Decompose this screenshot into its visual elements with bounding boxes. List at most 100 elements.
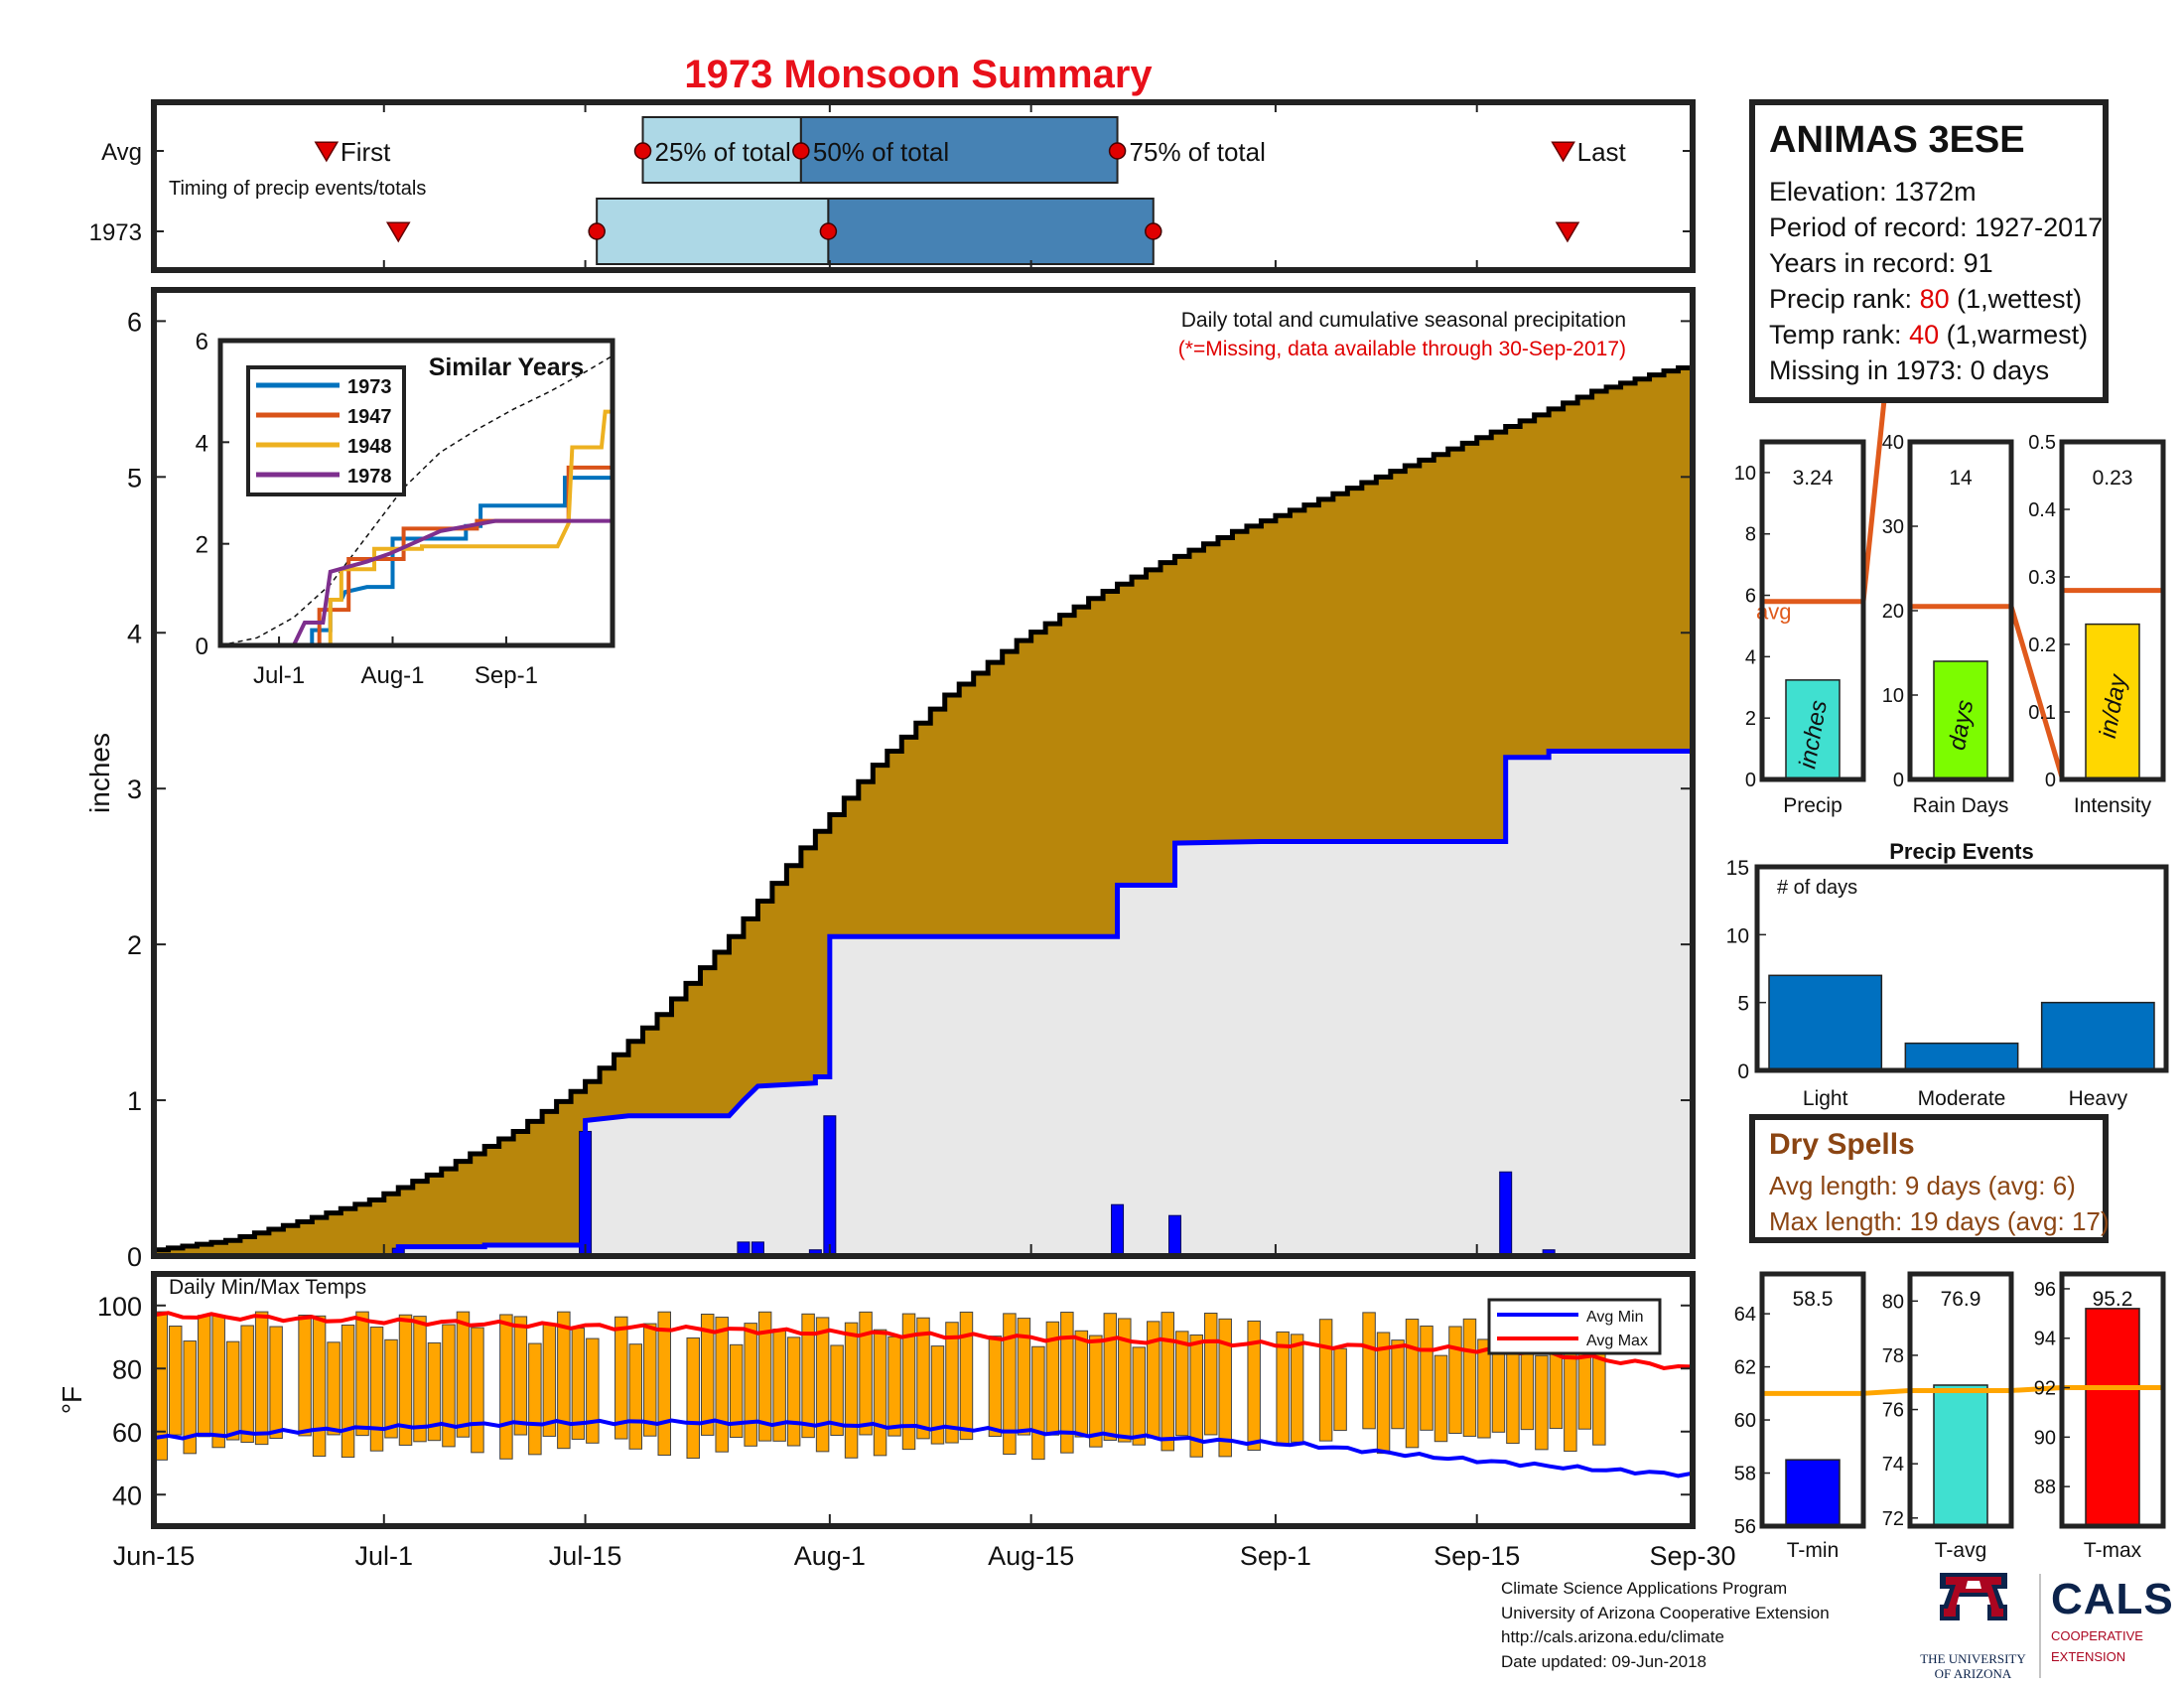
cals-sub-2: EXTENSION <box>2051 1649 2126 1664</box>
avg-75-marker <box>1108 142 1127 160</box>
temp-summary-label: T-avg <box>1935 1539 1987 1562</box>
summary-y-tick-label: 0 <box>1893 770 1904 791</box>
chart-caption: Daily total and cumulative seasonal prec… <box>1181 309 1626 332</box>
precip-events-chart: Light Moderate Heavy 0 5 10 15 Precip Events # o… <box>1726 839 2169 1110</box>
daily-temp-bar <box>384 1338 398 1439</box>
daily-temp-bar <box>211 1315 225 1449</box>
inset-title: Similar Years <box>429 353 585 381</box>
daily-temp-bar <box>945 1322 959 1444</box>
temp-summary-value: 58.5 <box>1793 1288 1834 1311</box>
daily-temp-bar <box>1060 1312 1074 1454</box>
temp-y-tick-label: 100 <box>97 1292 142 1322</box>
legend-entry-label: 1947 <box>347 406 392 428</box>
daily-temp-bar <box>298 1314 312 1437</box>
temp-summary-y-tick-label: 56 <box>1734 1516 1756 1538</box>
event-category-label: Heavy <box>2069 1087 2128 1110</box>
temp-summary-value: 76.9 <box>1941 1288 1981 1311</box>
x-tick-label: Sep-30 <box>1649 1541 1735 1571</box>
inset-x-tick-label: Aug-1 <box>360 662 424 689</box>
marker-label: 75% of total <box>1130 137 1266 167</box>
temp-summary-y-tick-label: 64 <box>1734 1304 1756 1326</box>
daily-temp-bar <box>744 1323 757 1447</box>
daily-temp-bar <box>901 1313 916 1451</box>
reference-dashed-line <box>219 354 614 646</box>
temp-summary-y-tick-label: 62 <box>1734 1357 1756 1379</box>
dry-max-length: Max length: 19 days (avg: 17) <box>1769 1206 2110 1236</box>
precip-rank-suffix: (1,wettest) <box>1949 284 2083 314</box>
summary-bar-2 <box>2085 623 2140 780</box>
daily-temp-bar <box>1118 1318 1132 1443</box>
event-bar <box>1768 974 1883 1071</box>
daily-temp-bar <box>628 1343 643 1450</box>
temp-rank-row: Temp rank: 40 (1,warmest) <box>1769 317 2089 352</box>
daily-temp-bar <box>1462 1318 1477 1437</box>
y-tick-label: 6 <box>127 307 142 337</box>
temp-y-tick-label: 60 <box>112 1418 142 1448</box>
summary-y-tick-label: 0.3 <box>2028 567 2056 589</box>
temp-summary-bar-2 <box>2085 1308 2140 1527</box>
inset-frame <box>217 338 615 648</box>
year-75-marker <box>1145 222 1162 240</box>
daily-temp-bar <box>1420 1325 1433 1431</box>
temp-summary-avg-connector <box>1862 1387 1911 1396</box>
daily-temp-bar <box>1003 1313 1017 1456</box>
summary-y-tick-label: 10 <box>1734 463 1756 485</box>
footer-line: University of Arizona Cooperative Extens… <box>1501 1603 1830 1622</box>
summary-y-tick-label: 0.2 <box>2028 634 2056 656</box>
summary-label: Precip <box>1783 794 1843 817</box>
x-tick-label: Aug-1 <box>794 1541 866 1571</box>
event-bar <box>2040 1001 2155 1071</box>
daily-precip-bar <box>1111 1203 1125 1257</box>
temp-summary-y-tick-label: 80 <box>1882 1291 1904 1313</box>
daily-temp-bar <box>1017 1318 1031 1436</box>
summary-y-tick-label: 4 <box>1745 646 1756 668</box>
temp-summary-label: T-max <box>2084 1539 2142 1562</box>
daily-temp-bar <box>499 1314 513 1460</box>
year-last-marker <box>1555 221 1580 243</box>
missing-label: Missing in 1973: 0 days <box>1769 355 2050 385</box>
x-tick-label: Jul-15 <box>549 1541 622 1571</box>
timing-frame <box>151 99 1696 273</box>
footer-credits: Climate Science Applications Program Uni… <box>1501 1577 1830 1674</box>
daily-temp-bar <box>240 1325 254 1444</box>
precip-main-chart: 0 1 2 3 4 5 6 inches Daily total and cumulative … <box>84 287 1696 1272</box>
logo-divider <box>2039 1574 2041 1678</box>
event-y-tick-label: 10 <box>1726 924 1749 947</box>
year-first-marker <box>385 221 411 243</box>
temp-summary-frame <box>2059 1271 2166 1529</box>
daily-temp-bar <box>1103 1313 1118 1441</box>
y-tick-label: 2 <box>127 930 142 960</box>
daily-precip-bar <box>1499 1171 1513 1257</box>
daily-temp-bar <box>729 1343 744 1439</box>
summary-y-tick-label: 10 <box>1882 685 1904 707</box>
daily-temp-bar <box>873 1329 887 1457</box>
daily-temp-bar <box>887 1336 901 1437</box>
similar-years-inset: 0 2 4 6 Jul-1 Aug-1 Sep-1 Similar Years 1973 1947… <box>196 329 615 689</box>
daily-temp-bar <box>1276 1331 1290 1446</box>
daily-temp-bar <box>801 1313 815 1439</box>
x-tick-label: Sep-15 <box>1433 1541 1520 1571</box>
daily-temp-bar <box>1448 1326 1462 1434</box>
temp-summary-bar-0 <box>1785 1459 1841 1527</box>
marker-label: 50% of total <box>813 137 949 167</box>
temp-summary-y-tick-label: 78 <box>1882 1345 1904 1367</box>
summary-y-tick-label: 0.5 <box>2028 432 2056 454</box>
series-line-1973 <box>220 476 613 647</box>
y-tick-label: 4 <box>127 619 142 648</box>
daily-temp-bar <box>1247 1320 1261 1452</box>
daily-temp-bar <box>844 1322 859 1459</box>
marker-label: 25% of total <box>655 137 791 167</box>
cals-wordmark: CALS <box>2051 1575 2174 1623</box>
inset-y-tick-label: 2 <box>196 532 208 559</box>
page-title: 1973 Monsoon Summary <box>684 53 1153 96</box>
daily-temp-bar <box>1535 1354 1549 1451</box>
temp-chart-frame <box>151 1271 1696 1529</box>
y-tick-label: 3 <box>127 774 142 804</box>
daily-temp-bar <box>700 1314 715 1436</box>
temp-summary-y-tick-label: 60 <box>1734 1410 1756 1432</box>
temp-summary-value: 95.2 <box>2093 1288 2133 1311</box>
daily-temp-bar <box>1218 1318 1232 1458</box>
summary-label: Intensity <box>2074 794 2152 817</box>
temp-summary-y-tick-label: 72 <box>1882 1508 1904 1530</box>
